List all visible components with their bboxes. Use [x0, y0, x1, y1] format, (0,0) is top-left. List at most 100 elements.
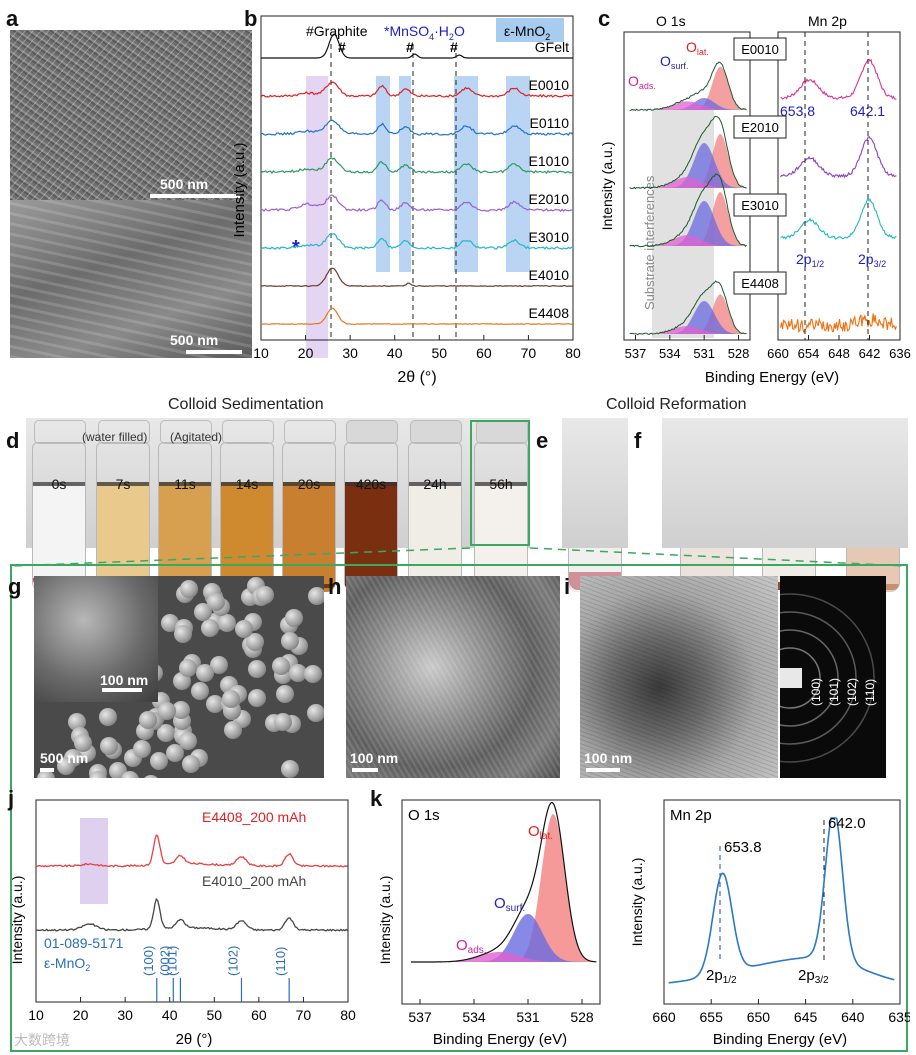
scale-bar-label: 500 nm — [170, 332, 219, 348]
x-tick-label: 30 — [117, 1007, 133, 1023]
trace-E0110 — [260, 119, 574, 137]
panel-label-k: k — [370, 786, 383, 811]
series-label-e4010: E4010_200 mAh — [202, 873, 306, 889]
panel-label-c: c — [598, 6, 611, 31]
x-tick-label: 660 — [652, 1009, 676, 1025]
trace-E4010 — [261, 267, 574, 288]
trace-E3010 — [260, 233, 574, 250]
hash-mark: # — [406, 39, 414, 55]
legend-graphite: #Graphite — [306, 23, 368, 39]
fit-component — [629, 101, 748, 110]
trace-E2010 — [260, 194, 573, 212]
x-tick-label: 30 — [342, 345, 358, 361]
panel-label-j: j — [8, 786, 15, 811]
y-axis-label: Intensity (a.u.) — [12, 876, 25, 965]
mn2p-trace — [779, 313, 897, 334]
x-tick-label: 636 — [889, 346, 911, 361]
legend-emno2: ε-MnO2 — [504, 23, 550, 42]
series-label-e4408: E4408_200 mAh — [202, 809, 306, 825]
o1s-trace — [629, 280, 747, 336]
ring-label: (101) — [827, 678, 841, 706]
fit-component — [629, 301, 748, 334]
xps-k-o1s-chart: O 1s Olat. Osurf. Oads. 537 534 531 528 Int… — [380, 799, 601, 1048]
x-tick-label: 528 — [570, 1009, 594, 1025]
o-ads-label: Oads. — [456, 937, 487, 956]
x-axis-label: Binding Energy (eV) — [705, 369, 839, 386]
fit-component — [629, 98, 748, 110]
x-tick-label: 80 — [340, 1007, 356, 1023]
y-axis-label: Intensity (a.u.) — [630, 858, 645, 947]
x-tick-label: 10 — [28, 1007, 44, 1023]
mn2p-trace — [668, 817, 895, 984]
o1s-trace — [411, 802, 597, 963]
scale-bar-label: 100 nm — [350, 750, 399, 766]
vial-time-label: 0s — [51, 476, 67, 492]
y-axis-label: Intensity (a.u.) — [234, 142, 248, 237]
y-axis-label: Intensity (a.u.) — [600, 142, 615, 231]
sample-label: E4408 — [741, 276, 779, 291]
sample-label: E0110 — [530, 115, 570, 131]
panel-label-i: i — [564, 574, 571, 599]
panel-d-title: Colloid Sedimentation — [168, 396, 324, 413]
x-tick-label: 537 — [408, 1009, 432, 1025]
x-tick-label: 528 — [728, 346, 750, 361]
panel-label-b: b — [244, 6, 258, 31]
fit-component — [629, 177, 748, 188]
o1s-title: O 1s — [656, 13, 686, 29]
x-tick-label: 531 — [693, 346, 715, 361]
star-mark: * — [292, 237, 300, 259]
legend-emno2-box — [496, 18, 564, 42]
x-axis-label: Binding Energy (eV) — [433, 1031, 567, 1048]
band-purple — [306, 76, 328, 358]
trace-E0010 — [260, 81, 574, 98]
o-surf-label: Osurf. — [660, 53, 688, 71]
xps-stack-chart: O 1s Mn 2p Substrate interferences E0010… — [600, 13, 911, 386]
o1s-trace — [629, 61, 747, 112]
ref-peak-label: (100) — [141, 946, 156, 976]
reference-code: 01-089-5171 — [44, 935, 124, 951]
o-lat-label: Olat. — [528, 823, 553, 842]
scale-bar-label: 500 nm — [40, 750, 89, 766]
vial-20s: 20s — [278, 420, 340, 598]
p12-label: 2p1/2 — [796, 251, 824, 269]
vial-24h: 24h — [404, 420, 466, 598]
sample-box — [733, 193, 787, 217]
saed-pattern: (100) (101) (102) (110) — [780, 576, 886, 778]
ring-label: (100) — [809, 678, 823, 706]
o1s-title: O 1s — [408, 807, 440, 824]
p32-label: 2p3/2 — [858, 251, 886, 269]
x-tick-label: 650 — [747, 1009, 771, 1025]
fit-component — [629, 326, 748, 334]
trace-E1010 — [260, 156, 574, 175]
o-lat-label: Olat. — [686, 39, 709, 57]
panel-label-e: e — [536, 428, 549, 453]
xrd-stack-chart: #Graphite *MnSO4·H2O ε-MnO2 # # # * GFel… — [234, 15, 581, 386]
sample-label: E0010 — [741, 42, 779, 57]
zoom-frame — [10, 564, 908, 1052]
mn-peak-label-642: 642.0 — [828, 815, 866, 832]
sample-label: E4010 — [529, 267, 570, 283]
xrd-trace — [35, 897, 349, 932]
sample-label: E0010 — [529, 77, 570, 93]
fit-component — [629, 143, 748, 188]
vial-e-background — [562, 418, 628, 548]
ring-label: (102) — [845, 678, 859, 706]
sem-image-g: 100 nm 500 nm — [34, 576, 324, 778]
sample-label: GFelt — [535, 39, 569, 55]
sample-label: E4408 — [529, 305, 570, 321]
x-axis-label: 2θ (°) — [176, 1031, 213, 1048]
x-tick-label: 645 — [794, 1009, 818, 1025]
x-tick-label: 40 — [387, 345, 403, 361]
highlight-56h — [470, 420, 530, 546]
reference-phase: ε-MnO2 — [44, 955, 90, 973]
x-tick-label: 60 — [251, 1007, 267, 1023]
fit-component — [411, 914, 597, 962]
x-tick-label: 534 — [659, 346, 681, 361]
band-blue — [399, 76, 411, 272]
x-axis-label: Binding Energy (eV) — [713, 1031, 847, 1048]
trace-E4408 — [260, 307, 574, 325]
ring-label: (110) — [863, 679, 877, 706]
x-tick-label: 60 — [476, 345, 492, 361]
band-blue — [376, 76, 390, 272]
sample-label: E1010 — [529, 153, 570, 169]
